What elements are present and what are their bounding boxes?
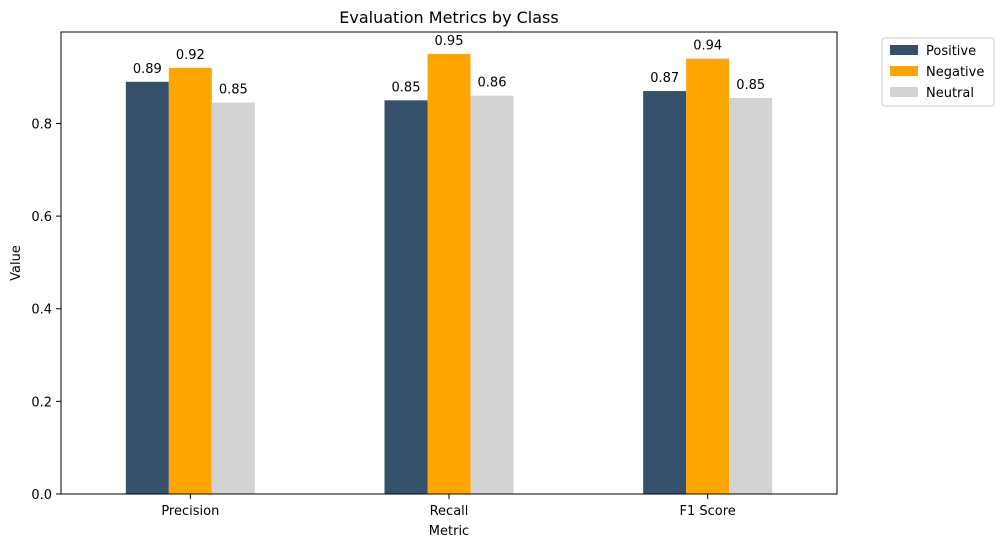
x-tick-label: Precision — [161, 504, 219, 519]
bar-negative-precision — [168, 67, 212, 494]
legend-swatch-neutral — [890, 87, 918, 97]
y-tick-label: 0.6 — [31, 210, 52, 225]
bar-value-label: 0.94 — [693, 39, 722, 54]
bar-value-label: 0.92 — [176, 48, 205, 63]
bar-value-label: 0.85 — [392, 80, 421, 95]
legend: Positive Negative Neutral — [881, 37, 995, 107]
bar-positive-f1-score — [643, 91, 687, 495]
bar-neutral-recall — [470, 95, 514, 495]
x-tick-label: Recall — [430, 504, 469, 519]
bar-negative-recall — [427, 54, 471, 494]
legend-swatch-negative — [890, 66, 918, 76]
bar-positive-precision — [125, 81, 169, 494]
legend-label-negative: Negative — [926, 65, 984, 80]
bar-value-label: 0.85 — [736, 78, 765, 93]
y-tick-label: 0.2 — [31, 395, 52, 410]
legend-label-positive: Positive — [926, 44, 976, 59]
bar-neutral-precision — [211, 102, 255, 494]
chart-title: Evaluation Metrics by Class — [339, 8, 558, 27]
legend-label-neutral: Neutral — [926, 86, 974, 101]
legend-swatch-positive — [890, 45, 918, 55]
y-tick-label: 0.4 — [31, 303, 52, 318]
bar-value-label: 0.87 — [650, 71, 679, 86]
bar-positive-recall — [384, 100, 428, 494]
bar-value-label: 0.89 — [133, 62, 162, 77]
bar-value-label: 0.95 — [435, 34, 464, 49]
bar-value-label: 0.85 — [219, 83, 248, 98]
y-tick-label: 0.8 — [31, 117, 52, 132]
bar-value-label: 0.86 — [478, 76, 507, 91]
x-axis-label: Metric — [429, 524, 469, 539]
y-axis-label: Value — [9, 245, 24, 281]
bar-neutral-f1-score — [729, 98, 773, 494]
bar-negative-f1-score — [686, 58, 730, 494]
y-tick-label: 0.0 — [31, 488, 52, 503]
x-tick-label: F1 Score — [680, 504, 736, 519]
